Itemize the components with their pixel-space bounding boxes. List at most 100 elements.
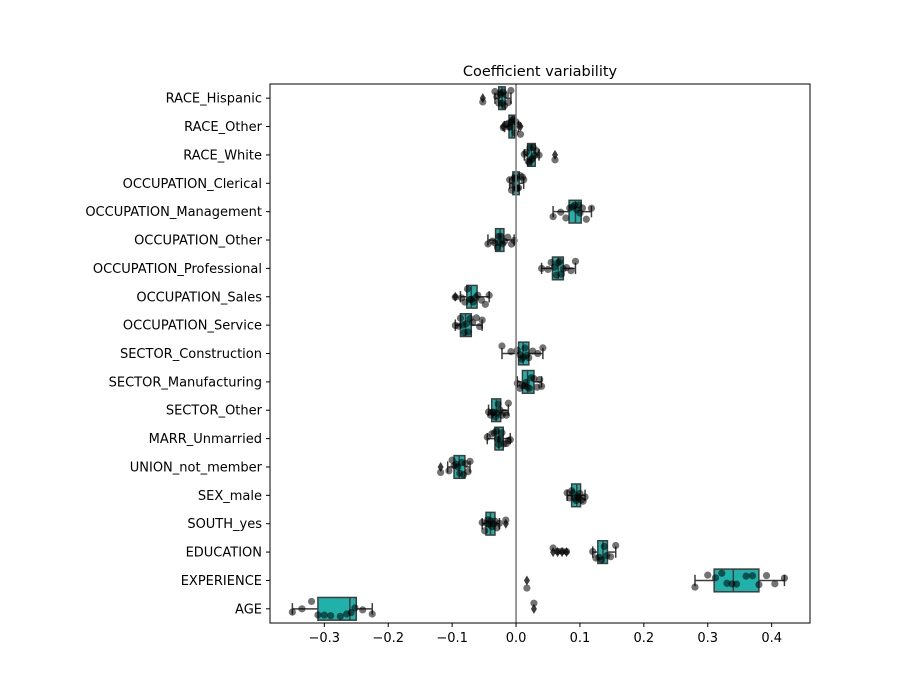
data-point-EDUCATION-7 <box>598 556 606 564</box>
y-tick-label-MARR_Unmarried: MARR_Unmarried <box>149 432 262 447</box>
data-point-EXPERIENCE-13 <box>780 574 789 582</box>
data-point-OCCUPATION_Service-11 <box>478 316 486 324</box>
data-point-EXPERIENCE-2 <box>704 571 712 579</box>
data-point-AGE-0 <box>288 608 296 616</box>
data-point-SECTOR_Other-10 <box>502 411 511 419</box>
data-point-SECTOR_Construction-1 <box>507 347 515 356</box>
data-point-RACE_Hispanic-11 <box>497 90 505 98</box>
data-point-OCCUPATION_Management-0 <box>549 213 557 221</box>
data-point-UNION_not_member-0 <box>437 468 445 477</box>
x-tick-label-1: −0.2 <box>372 631 404 646</box>
data-point-SECTOR_Construction-0 <box>498 342 506 350</box>
data-point-OCCUPATION_Service-9 <box>472 314 481 322</box>
chart-title: Coefficient variability <box>463 64 618 80</box>
data-point-SECTOR_Other-6 <box>494 400 502 408</box>
data-point-AGE-6 <box>336 612 344 620</box>
data-point-RACE_Hispanic-10 <box>507 86 515 95</box>
data-point-EXPERIENCE-1 <box>691 583 699 591</box>
data-point-SECTOR_Manufacturing-8 <box>530 375 538 383</box>
y-tick-label-OCCUPATION_Management: OCCUPATION_Management <box>85 205 262 220</box>
y-tick-label-SOUTH_yes: SOUTH_yes <box>187 517 262 532</box>
data-point-RACE_Other-9 <box>516 130 525 138</box>
y-tick-label-RACE_Other: RACE_Other <box>184 120 263 135</box>
data-point-MARR_Unmarried-7 <box>498 429 506 437</box>
data-point-EDUCATION-8 <box>600 542 608 551</box>
data-point-OCCUPATION_Clerical-9 <box>520 176 528 184</box>
data-point-OCCUPATION_Management-2 <box>562 214 570 222</box>
data-point-OCCUPATION_Management-10 <box>582 215 590 223</box>
data-point-EXPERIENCE-0 <box>523 584 531 592</box>
y-tick-label-EDUCATION: EDUCATION <box>186 546 262 561</box>
box-EXPERIENCE <box>523 568 786 593</box>
data-point-RACE_White-9 <box>551 156 559 164</box>
data-point-UNION_not_member-1 <box>445 467 453 475</box>
outlier-EXPERIENCE-0 <box>523 575 530 586</box>
data-point-OCCUPATION_Sales-3 <box>463 285 472 293</box>
data-point-OCCUPATION_Service-6 <box>464 328 472 336</box>
data-point-MARR_Unmarried-6 <box>496 435 504 443</box>
data-point-OCCUPATION_Management-1 <box>557 208 565 216</box>
data-point-OCCUPATION_Professional-1 <box>544 265 552 274</box>
y-tick-label-UNION_not_member: UNION_not_member <box>130 460 263 475</box>
data-point-RACE_White-8 <box>535 151 543 159</box>
y-tick-label-OCCUPATION_Clerical: OCCUPATION_Clerical <box>123 177 262 192</box>
data-point-EXPERIENCE-3 <box>711 574 720 582</box>
data-point-AGE-1 <box>298 605 306 613</box>
data-point-RACE_White-11 <box>525 158 534 167</box>
data-point-OCCUPATION_Management-11 <box>587 204 596 212</box>
data-point-EXPERIENCE-10 <box>755 581 763 589</box>
data-point-OCCUPATION_Sales-8 <box>474 291 482 299</box>
data-point-SECTOR_Manufacturing-10 <box>536 376 544 384</box>
points-layer <box>288 86 789 620</box>
data-point-SEX_male-8 <box>576 489 584 498</box>
data-point-EXPERIENCE-12 <box>771 580 779 588</box>
data-point-OCCUPATION_Professional-0 <box>537 264 546 273</box>
y-tick-label-OCCUPATION_Professional: OCCUPATION_Professional <box>93 262 262 277</box>
data-point-OCCUPATION_Other-8 <box>504 233 512 241</box>
y-tick-label-SECTOR_Construction: SECTOR_Construction <box>120 347 262 362</box>
x-axis: −0.3 −0.2 −0.1 0.0 0.1 0.2 0.3 0.4 <box>309 623 782 646</box>
data-point-SECTOR_Construction-11 <box>539 344 547 352</box>
data-point-SOUTH_yes-10 <box>495 519 504 527</box>
data-point-EDUCATION-10 <box>607 553 615 561</box>
x-tick-label-2: −0.1 <box>436 631 468 646</box>
data-point-EXPERIENCE-9 <box>748 572 757 580</box>
data-point-SECTOR_Other-11 <box>504 399 512 407</box>
y-tick-label-OCCUPATION_Other: OCCUPATION_Other <box>134 234 263 249</box>
data-point-EXPERIENCE-8 <box>742 572 750 580</box>
data-point-OCCUPATION_Sales-10 <box>481 300 489 308</box>
data-point-AGE-11 <box>368 610 376 618</box>
data-point-OCCUPATION_Sales-0 <box>451 293 459 301</box>
data-point-SECTOR_Manufacturing-11 <box>537 382 546 390</box>
y-tick-label-EXPERIENCE: EXPERIENCE <box>181 574 262 589</box>
data-point-EXPERIENCE-4 <box>718 569 726 577</box>
data-point-RACE_Hispanic-9 <box>504 98 512 107</box>
data-point-EDUCATION-11 <box>612 541 620 550</box>
x-tick-label-0: −0.3 <box>309 631 341 646</box>
data-point-SECTOR_Construction-8 <box>525 354 533 362</box>
data-point-SEX_male-11 <box>581 493 589 501</box>
data-point-EXPERIENCE-11 <box>762 571 771 580</box>
data-point-AGE-3 <box>314 611 322 619</box>
data-point-OCCUPATION_Professional-10 <box>567 267 575 275</box>
x-tick-label-7: 0.4 <box>761 631 782 646</box>
y-axis: RACE_Hispanic RACE_Other RACE_White OCCUPAT… <box>85 92 270 617</box>
data-point-UNION_not_member-11 <box>466 457 474 465</box>
data-point-RACE_Hispanic-0 <box>479 98 487 106</box>
data-point-SECTOR_Manufacturing-6 <box>525 384 534 392</box>
y-tick-label-AGE: AGE <box>235 602 262 617</box>
y-tick-label-SEX_male: SEX_male <box>198 489 262 504</box>
data-point-SECTOR_Construction-10 <box>534 349 542 358</box>
data-point-AGE-4 <box>320 611 328 619</box>
data-point-SOUTH_yes-1 <box>481 527 489 535</box>
data-point-OCCUPATION_Service-2 <box>456 314 465 322</box>
data-point-RACE_Other-11 <box>505 123 513 131</box>
y-tick-label-SECTOR_Other: SECTOR_Other <box>166 404 263 419</box>
y-tick-label-RACE_White: RACE_White <box>183 148 262 163</box>
y-tick-label-RACE_Hispanic: RACE_Hispanic <box>166 92 262 107</box>
data-point-AGE-12 <box>530 599 538 607</box>
data-point-AGE-5 <box>327 612 335 620</box>
y-tick-label-SECTOR_Manufacturing: SECTOR_Manufacturing <box>109 375 262 390</box>
data-point-OCCUPATION_Other-11 <box>495 232 503 240</box>
